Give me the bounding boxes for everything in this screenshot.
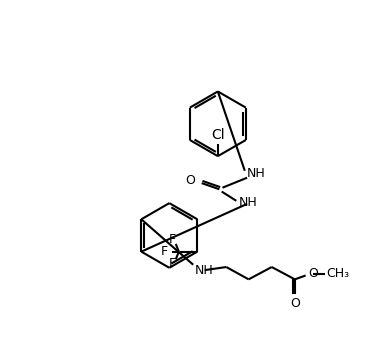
- Text: CH₃: CH₃: [327, 267, 350, 280]
- Text: O: O: [290, 297, 300, 310]
- Text: NH: NH: [239, 196, 258, 209]
- Text: NH: NH: [246, 167, 265, 180]
- Text: O: O: [308, 267, 318, 280]
- Text: F: F: [161, 245, 168, 258]
- Text: O: O: [185, 174, 195, 187]
- Text: Cl: Cl: [211, 128, 225, 142]
- Text: F: F: [169, 233, 176, 246]
- Text: NH: NH: [195, 263, 214, 277]
- Text: F: F: [169, 257, 176, 270]
